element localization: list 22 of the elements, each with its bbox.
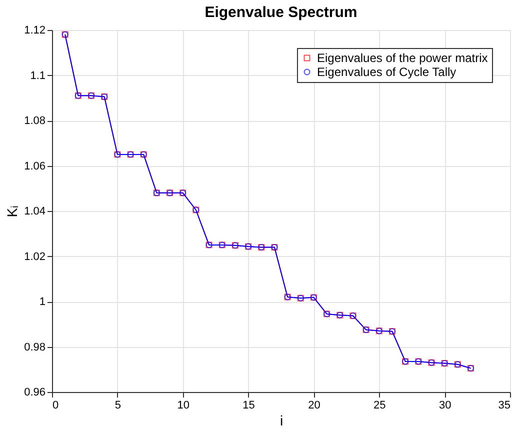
y-tick-label: 1.12 [24, 24, 46, 36]
x-tick-label: 10 [177, 400, 190, 412]
y-tick-label: 1.06 [24, 160, 46, 172]
legend-label: Eigenvalues of the power matrix [317, 51, 488, 65]
y-axis-title: Kᵢ [4, 206, 20, 218]
y-tick-label: 1.04 [24, 206, 46, 218]
y-tick-label: 1.1 [30, 70, 46, 82]
y-tick-label: 0.98 [24, 341, 46, 354]
legend-label: Eigenvalues of Cycle Tally [317, 65, 456, 79]
x-tick-label: 25 [374, 400, 386, 412]
x-tick-label: 0 [52, 400, 59, 412]
x-axis-title: i [280, 412, 284, 428]
chart-title: Eigenvalue Spectrum [204, 4, 358, 21]
x-tick-label: 5 [114, 400, 121, 412]
y-tick-label: 0.96 [24, 386, 46, 398]
y-tick-label: 1.08 [24, 115, 46, 127]
x-tick-label: 15 [242, 400, 255, 412]
y-tick-label: 1 [39, 296, 46, 308]
x-tick-label: 35 [498, 400, 510, 412]
x-tick-label: 20 [308, 400, 320, 412]
x-tick-label: 30 [438, 400, 452, 412]
y-tick-label: 1.02 [24, 250, 46, 263]
